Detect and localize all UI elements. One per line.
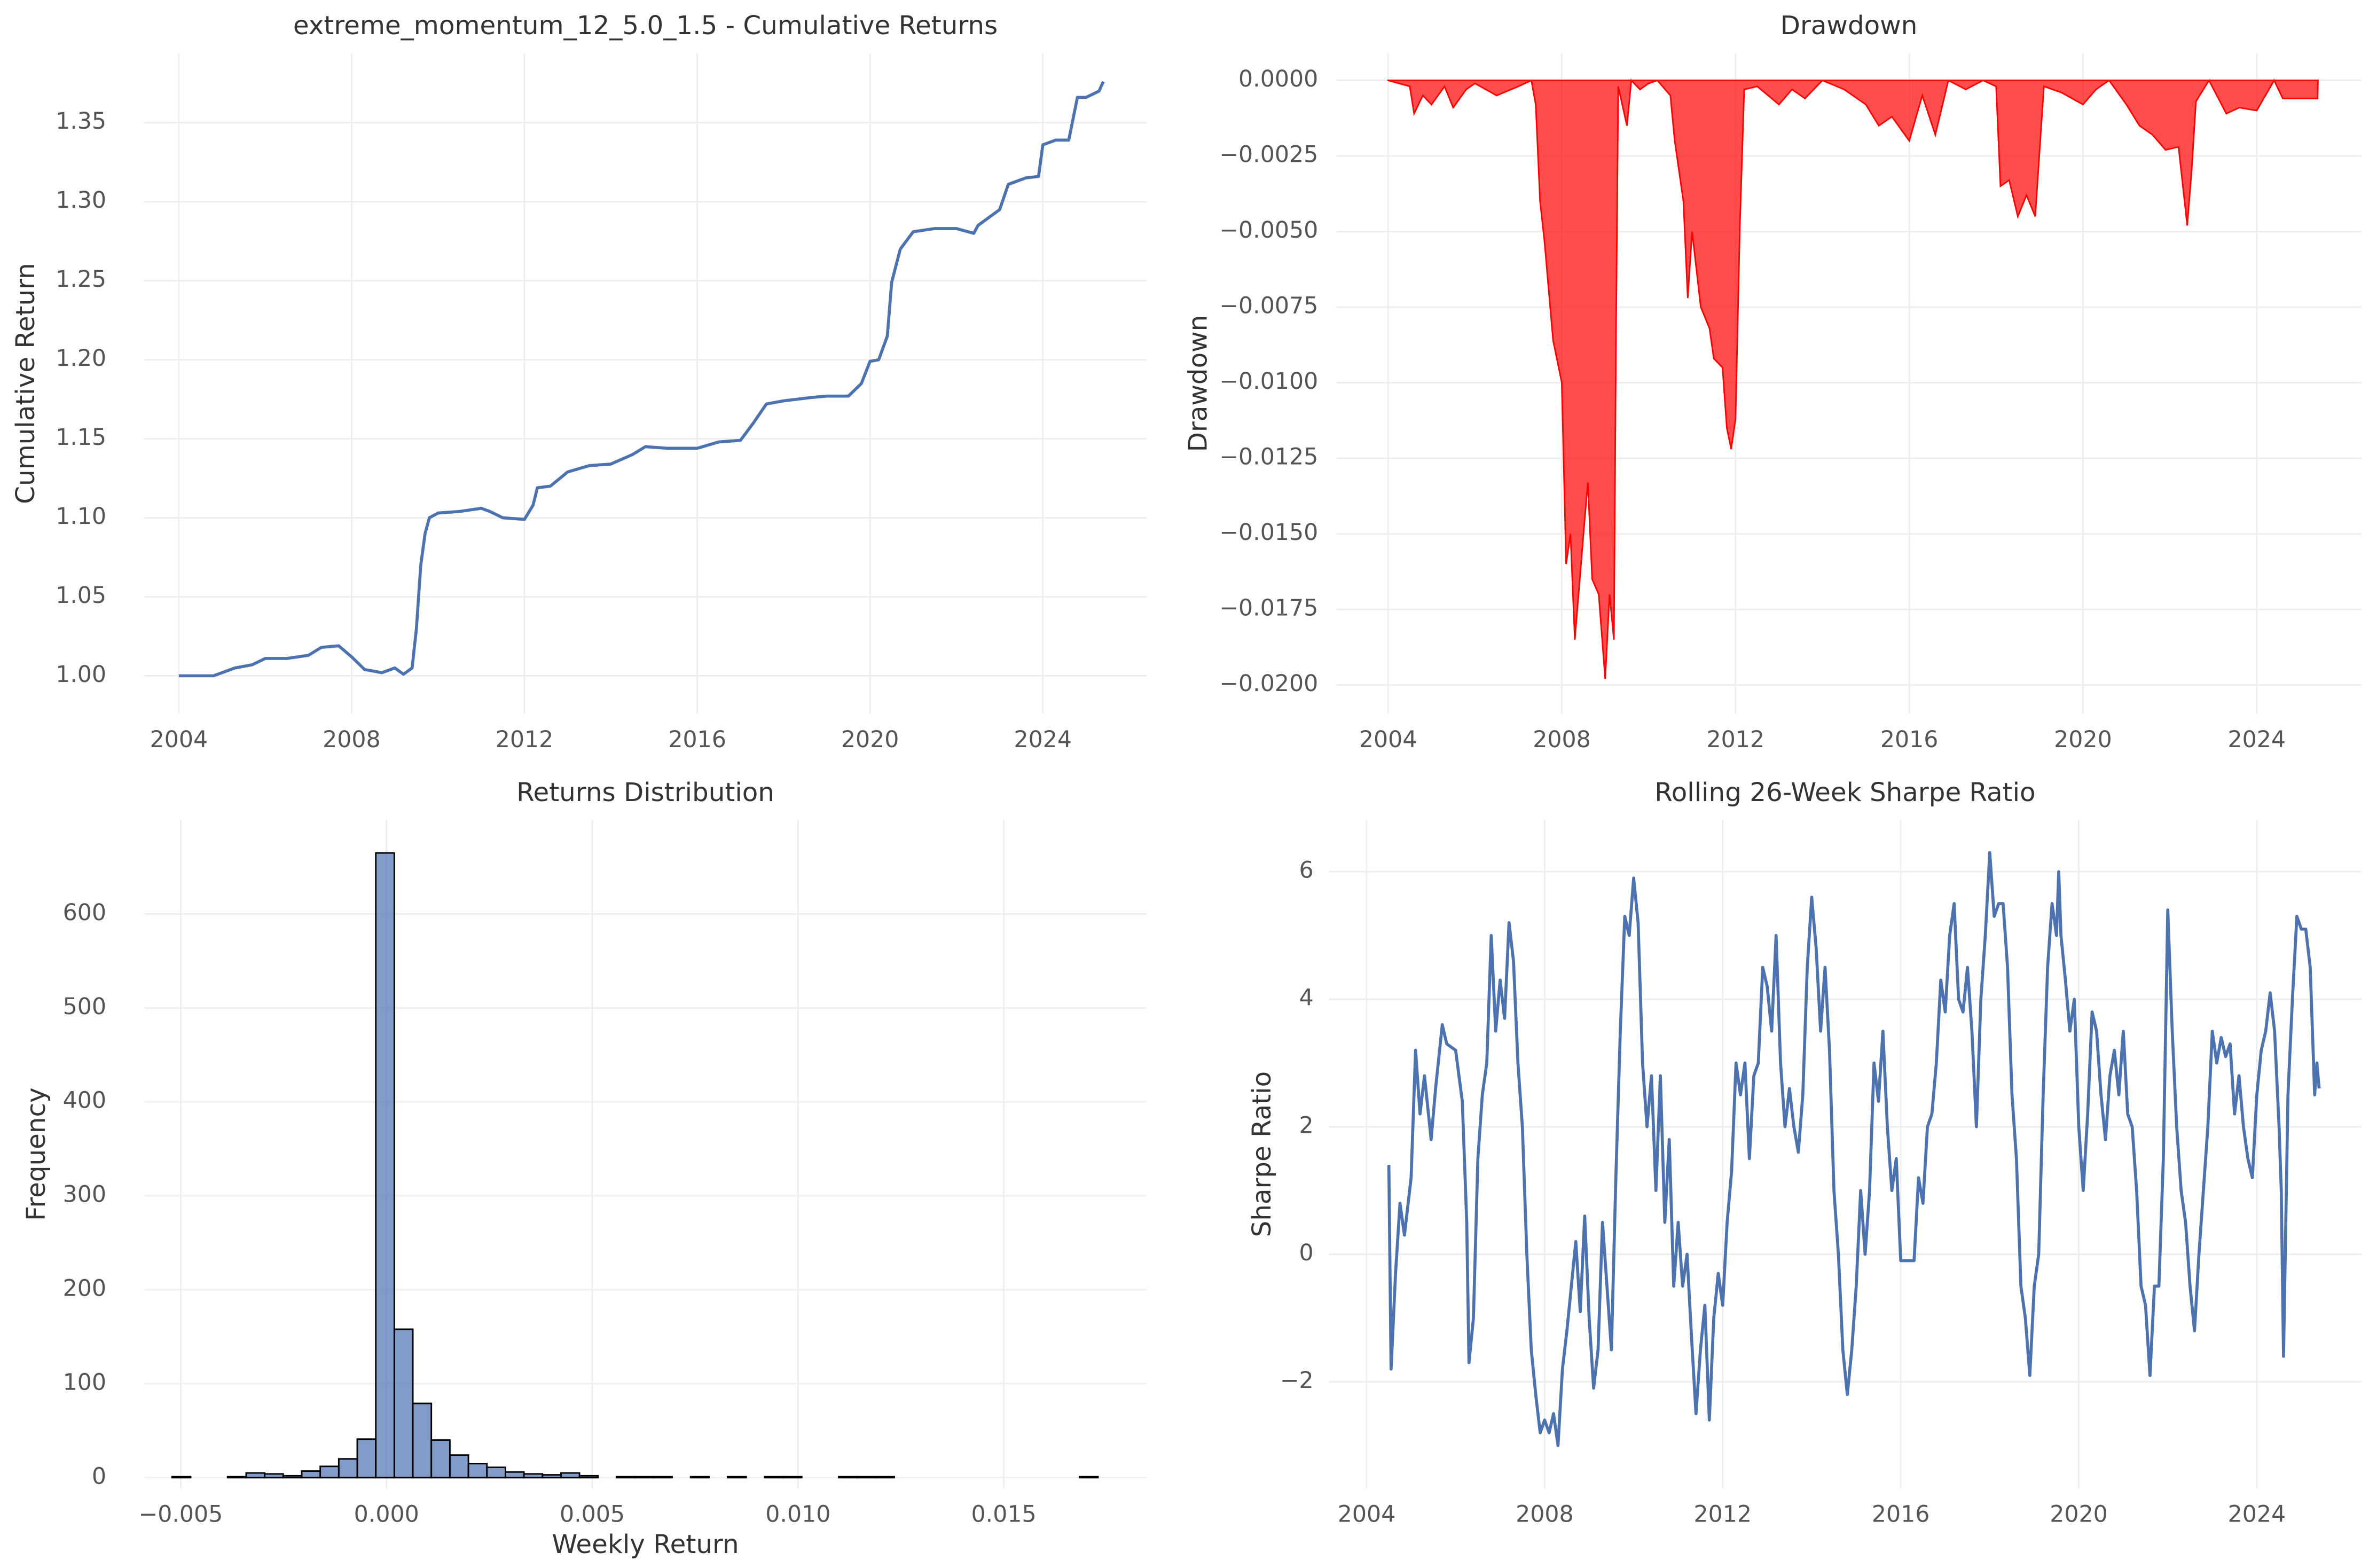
chart-title: Returns Distribution: [516, 778, 774, 807]
histogram-bar: [616, 1476, 636, 1479]
x-tick-label: 2008: [1533, 726, 1591, 753]
histogram-bar: [301, 1470, 321, 1479]
line: [1387, 851, 2321, 1447]
y-tick-label: 300: [63, 1181, 106, 1208]
x-tick-label: 2020: [2050, 1501, 2108, 1527]
histogram-bar: [319, 1465, 340, 1479]
histogram-bar: [764, 1476, 784, 1479]
histogram-bar: [838, 1476, 858, 1479]
y-tick-label: 400: [63, 1087, 106, 1114]
y-tick-label: 500: [63, 993, 106, 1020]
x-tick-label: 2016: [668, 726, 726, 753]
y-tick-label: 1.10: [56, 503, 106, 530]
area: [1387, 79, 2319, 679]
y-tick-label: −0.0025: [1219, 142, 1318, 168]
x-tick-label: 2008: [1516, 1501, 1574, 1527]
histogram-bar: [1078, 1476, 1099, 1479]
histogram-bar: [375, 852, 395, 1479]
y-axis-label: Cumulative Return: [11, 263, 41, 504]
histogram-bar: [504, 1471, 525, 1479]
y-tick-label: 1.25: [56, 266, 106, 293]
y-tick-label: −0.0100: [1219, 368, 1318, 395]
histogram-bar: [356, 1438, 377, 1479]
x-tick-label: 2008: [323, 726, 381, 753]
histogram-bar: [634, 1476, 655, 1479]
y-tick-label: 100: [63, 1369, 106, 1395]
y-tick-label: −2: [1280, 1367, 1314, 1394]
histogram-bar: [245, 1472, 266, 1479]
y-tick-label: 6: [1299, 857, 1314, 884]
histogram-bar: [171, 1476, 192, 1479]
x-tick-label: 2016: [1880, 726, 1939, 753]
x-tick-label: 2012: [496, 726, 554, 753]
x-tick-label: 0.015: [971, 1501, 1037, 1527]
x-tick-label: 2016: [1872, 1501, 1930, 1527]
x-tick-label: 0.010: [765, 1501, 830, 1527]
y-tick-label: 1.15: [56, 424, 106, 451]
histogram-bar: [542, 1474, 562, 1479]
x-tick-label: 0.000: [354, 1501, 419, 1527]
y-tick-label: 1.05: [56, 582, 106, 609]
x-tick-label: 2020: [841, 726, 899, 753]
x-tick-label: 0.005: [560, 1501, 625, 1527]
x-tick-label: 2004: [1359, 726, 1417, 753]
histogram-bar: [282, 1475, 303, 1479]
y-tick-label: 2: [1299, 1112, 1314, 1139]
histogram-bar: [338, 1458, 358, 1479]
histogram-bar: [393, 1328, 414, 1479]
histogram-bar: [653, 1476, 673, 1479]
x-tick-label: 2024: [2228, 1501, 2286, 1527]
x-tick-label: −0.005: [139, 1501, 223, 1527]
y-tick-label: 1.00: [56, 661, 106, 688]
histogram-bar: [578, 1475, 599, 1479]
chart-title: Drawdown: [1780, 11, 1918, 41]
x-tick-label: 2004: [150, 726, 208, 753]
chart-title: Rolling 26-Week Sharpe Ratio: [1654, 778, 2035, 807]
y-tick-label: 0: [92, 1463, 106, 1489]
histogram-bar: [875, 1476, 896, 1479]
histogram-bar: [782, 1476, 803, 1479]
y-tick-label: −0.0125: [1219, 444, 1318, 471]
y-axis-label: Frequency: [21, 1087, 51, 1221]
histogram-bar: [264, 1473, 284, 1479]
histogram-bar: [226, 1476, 247, 1479]
y-tick-label: −0.0050: [1219, 217, 1318, 244]
histogram-bar: [560, 1472, 581, 1479]
histogram-bar: [856, 1476, 877, 1479]
y-tick-label: −0.0175: [1219, 595, 1318, 622]
y-tick-label: 0: [1299, 1240, 1314, 1266]
y-axis-label: Sharpe Ratio: [1247, 1071, 1277, 1237]
histogram-bar: [486, 1467, 506, 1479]
y-axis-label: Drawdown: [1183, 315, 1213, 452]
line: [178, 81, 1105, 678]
y-tick-label: −0.0075: [1219, 293, 1318, 319]
histogram-bar: [689, 1476, 710, 1479]
x-tick-label: 2024: [1014, 726, 1072, 753]
x-tick-label: 2012: [1693, 1501, 1752, 1527]
y-tick-label: 200: [63, 1275, 106, 1302]
histogram-bar: [449, 1454, 469, 1479]
histogram-bar: [412, 1402, 433, 1479]
y-tick-label: 600: [63, 899, 106, 926]
x-tick-label: 2004: [1338, 1501, 1396, 1527]
chart-title: extreme_momentum_12_5.0_1.5 - Cumulative…: [293, 11, 998, 41]
histogram-bar: [430, 1439, 451, 1479]
x-tick-label: 2020: [2054, 726, 2112, 753]
y-tick-label: 0.0000: [1238, 66, 1318, 92]
x-tick-label: 2024: [2228, 726, 2286, 753]
histogram-bar: [523, 1473, 544, 1479]
y-tick-label: 4: [1299, 985, 1314, 1012]
y-tick-label: 1.35: [56, 108, 106, 135]
y-tick-label: −0.0200: [1219, 670, 1318, 697]
y-tick-label: 1.20: [56, 345, 106, 372]
histogram-bar: [467, 1463, 488, 1479]
y-tick-label: 1.30: [56, 187, 106, 214]
y-tick-label: −0.0150: [1219, 519, 1318, 546]
x-tick-label: 2012: [1707, 726, 1765, 753]
histogram-bar: [727, 1476, 747, 1479]
x-axis-label: Weekly Return: [552, 1530, 739, 1559]
